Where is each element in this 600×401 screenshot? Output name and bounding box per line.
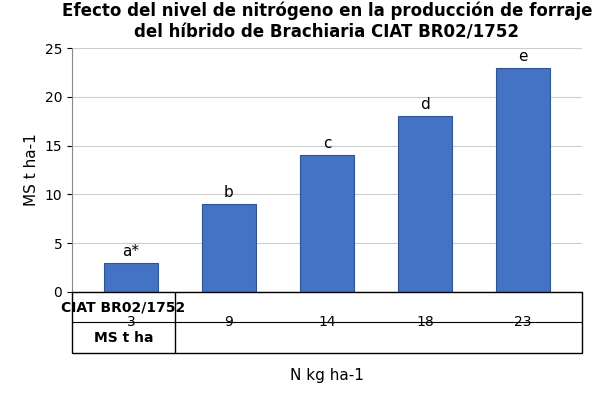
Text: e: e — [518, 49, 528, 64]
Text: 18: 18 — [416, 316, 434, 329]
Y-axis label: MS t ha-1: MS t ha-1 — [24, 134, 39, 207]
Bar — [104, 263, 158, 292]
Text: 3: 3 — [127, 316, 135, 329]
Title: Efecto del nivel de nitrógeno en la producción de forraje
del híbrido de Brachia: Efecto del nivel de nitrógeno en la prod… — [62, 2, 592, 41]
Text: 14: 14 — [318, 316, 336, 329]
Text: MS t ha: MS t ha — [94, 331, 153, 344]
Text: N kg ha-1: N kg ha-1 — [290, 368, 364, 383]
Text: a*: a* — [122, 244, 139, 259]
Bar — [496, 68, 550, 292]
Text: CIAT BR02/1752: CIAT BR02/1752 — [61, 300, 185, 314]
Bar — [300, 156, 354, 292]
Bar — [202, 204, 256, 292]
Text: c: c — [323, 136, 331, 152]
Text: 23: 23 — [514, 316, 532, 329]
Text: b: b — [224, 185, 234, 200]
Bar — [398, 116, 452, 292]
Text: 9: 9 — [224, 316, 233, 329]
Text: d: d — [420, 97, 430, 113]
